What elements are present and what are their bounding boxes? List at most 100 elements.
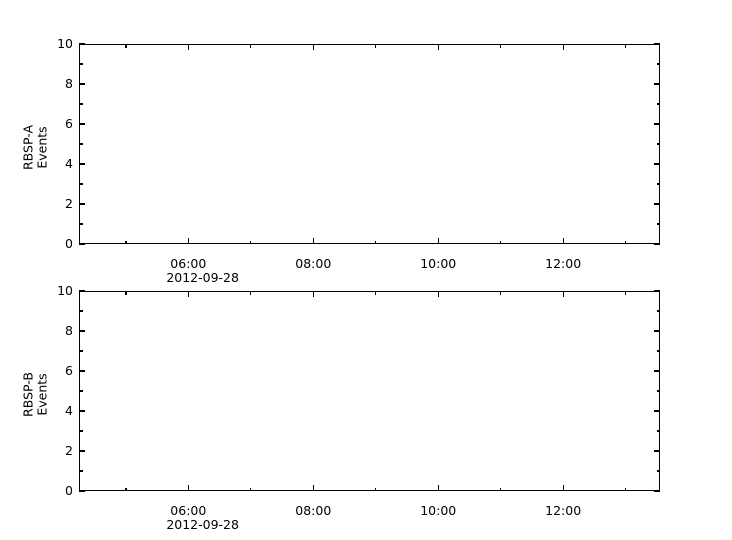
ytick-minor-rbsp-b <box>79 350 83 352</box>
ytick-label-rbsp-b-6: 6 <box>65 362 73 378</box>
xtick-minor-top-rbsp-a <box>250 44 252 48</box>
xtick-major-top-rbsp-b <box>187 291 189 297</box>
ytick-minor-right-rbsp-a <box>656 143 660 145</box>
xtick-major-rbsp-b <box>562 485 564 491</box>
ytick-major-right-rbsp-b <box>654 410 660 412</box>
ytick-major-rbsp-b <box>79 290 85 292</box>
ytick-major-rbsp-b <box>79 450 85 452</box>
axes-frame-rbsp-a <box>79 44 660 244</box>
xtick-label-rbsp-a-1200: 12:00 <box>545 256 582 271</box>
ytick-minor-rbsp-a <box>79 223 83 225</box>
xtick-minor-rbsp-b <box>500 487 502 491</box>
xtick-major-rbsp-a <box>187 238 189 244</box>
xtick-label-rbsp-a-0600: 06:00 <box>170 256 207 271</box>
ytick-major-right-rbsp-b <box>654 330 660 332</box>
ytick-minor-rbsp-a <box>79 143 83 145</box>
ytick-minor-rbsp-b <box>79 310 83 312</box>
xtick-minor-rbsp-a <box>250 240 252 244</box>
ytick-label-rbsp-b-0: 0 <box>65 482 73 498</box>
plot-panel-rbsp-a <box>79 43 660 245</box>
ytick-major-right-rbsp-a <box>654 203 660 205</box>
xtick-minor-rbsp-a <box>500 240 502 244</box>
ytick-minor-right-rbsp-b <box>656 390 660 392</box>
xtick-minor-top-rbsp-a <box>500 44 502 48</box>
yaxis-title-rbsp-a: RBSP-A Events <box>21 68 50 228</box>
ytick-label-rbsp-a-8: 8 <box>65 75 73 91</box>
xtick-label-rbsp-a-1000: 10:00 <box>420 256 457 271</box>
xtick-minor-rbsp-b <box>624 487 627 491</box>
xtick-major-top-rbsp-a <box>187 44 189 50</box>
xtick-minor-rbsp-b <box>125 487 127 491</box>
xtick-major-rbsp-a <box>312 238 314 244</box>
ytick-major-right-rbsp-b <box>654 450 660 452</box>
xtick-minor-top-rbsp-a <box>375 44 377 48</box>
ytick-label-rbsp-a-4: 4 <box>65 155 73 171</box>
xtick-label-rbsp-b-1000: 10:00 <box>420 503 457 518</box>
xtick-major-rbsp-b <box>187 485 189 491</box>
ytick-minor-right-rbsp-b <box>656 350 660 352</box>
ytick-label-rbsp-b-10: 10 <box>57 282 73 298</box>
xtick-minor-rbsp-a <box>125 240 127 244</box>
xtick-label-rbsp-b-0600: 06:00 <box>170 503 207 518</box>
xtick-major-rbsp-a <box>437 238 439 244</box>
xtick-major-top-rbsp-a <box>312 44 314 50</box>
xtick-minor-top-rbsp-a <box>624 44 627 48</box>
xtick-minor-top-rbsp-b <box>500 291 502 295</box>
xtick-major-top-rbsp-b <box>437 291 439 297</box>
xtick-label-rbsp-b-1200: 12:00 <box>545 503 582 518</box>
ytick-major-rbsp-a <box>79 163 85 165</box>
ytick-label-rbsp-b-2: 2 <box>65 442 73 458</box>
plot-panel-rbsp-b <box>79 290 660 492</box>
xtick-major-rbsp-a <box>562 238 564 244</box>
axes-frame-rbsp-b <box>79 291 660 491</box>
ytick-minor-rbsp-a <box>79 103 83 105</box>
yaxis-title-line1-rbsp-b: RBSP-B <box>20 372 36 417</box>
ytick-major-rbsp-a <box>79 243 85 245</box>
xtick-minor-rbsp-a <box>375 240 377 244</box>
ytick-minor-right-rbsp-a <box>656 183 660 185</box>
xtick-minor-rbsp-a <box>624 240 627 244</box>
xtick-label-rbsp-b-0800: 08:00 <box>295 503 332 518</box>
yaxis-title-line2-rbsp-b: Events <box>34 373 49 416</box>
ytick-major-right-rbsp-b <box>654 490 660 492</box>
ytick-major-right-rbsp-a <box>654 123 660 125</box>
xtick-major-top-rbsp-a <box>437 44 439 50</box>
ytick-major-right-rbsp-a <box>654 43 660 45</box>
ytick-major-rbsp-b <box>79 370 85 372</box>
xaxis-date-label-rbsp-b: 2012-09-28 <box>166 517 239 532</box>
ytick-major-rbsp-b <box>79 490 85 492</box>
ytick-label-rbsp-a-2: 2 <box>65 195 73 211</box>
xtick-major-top-rbsp-b <box>312 291 314 297</box>
xtick-minor-rbsp-b <box>250 487 252 491</box>
ytick-label-rbsp-a-10: 10 <box>57 35 73 51</box>
ytick-major-right-rbsp-a <box>654 83 660 85</box>
ytick-major-rbsp-a <box>79 123 85 125</box>
yaxis-title-rbsp-b: RBSP-B Events <box>20 315 50 475</box>
xtick-minor-top-rbsp-b <box>125 291 127 295</box>
ytick-minor-rbsp-a <box>79 183 83 185</box>
xtick-major-top-rbsp-b <box>562 291 564 297</box>
ytick-major-right-rbsp-a <box>654 243 660 245</box>
ytick-minor-rbsp-b <box>79 430 83 432</box>
ytick-minor-right-rbsp-b <box>656 430 660 432</box>
ytick-label-rbsp-a-0: 0 <box>65 235 73 251</box>
ytick-major-rbsp-b <box>79 330 85 332</box>
ytick-minor-rbsp-b <box>79 390 83 392</box>
xtick-minor-top-rbsp-a <box>125 44 127 48</box>
ytick-minor-right-rbsp-a <box>656 103 660 105</box>
ytick-minor-rbsp-b <box>79 470 83 472</box>
ytick-major-right-rbsp-b <box>654 290 660 292</box>
xtick-minor-top-rbsp-b <box>624 291 627 295</box>
ytick-major-right-rbsp-b <box>654 370 660 372</box>
ytick-label-rbsp-b-4: 4 <box>65 402 73 418</box>
xtick-label-rbsp-a-0800: 08:00 <box>295 256 332 271</box>
xtick-major-top-rbsp-a <box>562 44 564 50</box>
ytick-minor-right-rbsp-a <box>656 223 660 225</box>
ytick-minor-right-rbsp-b <box>656 310 660 312</box>
xtick-minor-top-rbsp-b <box>250 291 252 295</box>
ytick-major-rbsp-a <box>79 203 85 205</box>
xtick-major-rbsp-b <box>437 485 439 491</box>
xtick-minor-top-rbsp-b <box>375 291 377 295</box>
ytick-major-right-rbsp-a <box>654 163 660 165</box>
